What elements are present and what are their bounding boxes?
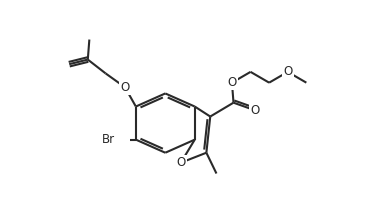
Text: O: O: [176, 156, 185, 169]
Text: O: O: [250, 104, 260, 117]
Text: O: O: [227, 76, 237, 89]
Text: O: O: [120, 81, 130, 94]
Text: O: O: [283, 65, 292, 78]
Text: Br: Br: [101, 133, 114, 146]
